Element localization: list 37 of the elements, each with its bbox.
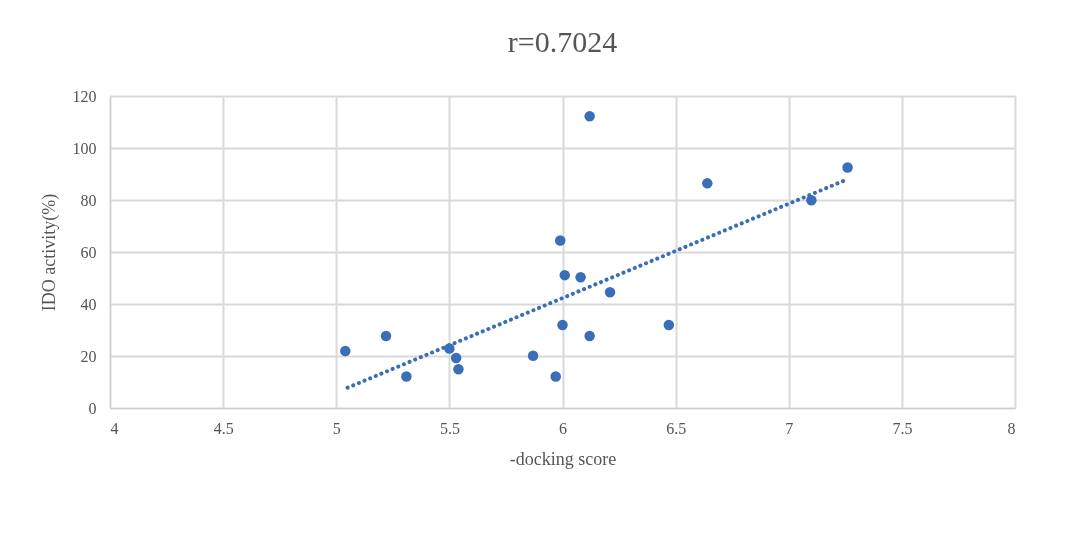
point <box>401 371 412 382</box>
y-tick-label: 120 <box>72 87 97 105</box>
point <box>575 271 586 283</box>
point <box>453 364 464 375</box>
point <box>340 345 351 357</box>
y-tick-label: 60 <box>80 243 97 261</box>
x-tick-label: 4.5 <box>213 419 234 437</box>
y-tick-label: 40 <box>80 295 97 313</box>
point <box>702 178 713 189</box>
x-tick-label: 8 <box>1007 419 1016 437</box>
point <box>450 352 462 364</box>
point <box>559 269 571 281</box>
x-tick-label: 7 <box>785 419 794 437</box>
point <box>806 195 817 206</box>
y-axis-title: IDO activity(%) <box>38 193 60 312</box>
chart-title: r=0.7024 <box>507 25 618 58</box>
x-tick-label: 4 <box>110 419 119 437</box>
point <box>663 319 675 331</box>
x-tick-label: 7.5 <box>892 419 913 437</box>
y-tick-label: 80 <box>80 191 97 209</box>
point <box>527 350 539 361</box>
point <box>584 111 595 122</box>
point <box>550 371 561 382</box>
point <box>557 319 568 331</box>
x-tick-label: 5.5 <box>439 419 460 437</box>
y-tick-label: 100 <box>72 139 97 157</box>
y-tick-label: 20 <box>80 347 97 365</box>
point <box>554 235 566 246</box>
point <box>380 330 392 342</box>
x-tick-label: 6 <box>559 419 567 437</box>
point <box>842 162 853 173</box>
point <box>604 287 616 298</box>
x-axis-title: -docking score <box>509 448 617 469</box>
x-tick-label: 6.5 <box>666 419 687 437</box>
x-tick-label: 5 <box>332 419 341 437</box>
point <box>584 330 595 342</box>
y-tick-label: 0 <box>88 399 97 417</box>
